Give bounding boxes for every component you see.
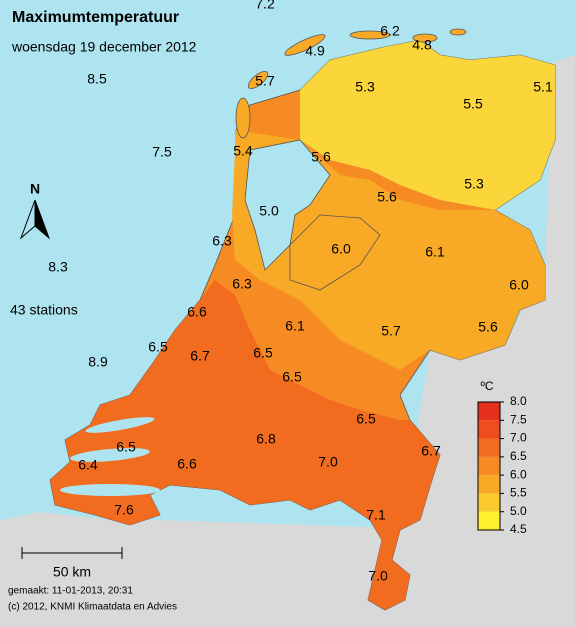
legend-swatch <box>478 456 500 476</box>
legend-label: 4.5 <box>510 522 527 536</box>
station-value: 6.6 <box>177 456 197 472</box>
station-value: 4.8 <box>412 37 432 53</box>
title: Maximumtemperatuur <box>12 9 179 26</box>
station-value: 6.5 <box>356 411 376 427</box>
station-value: 8.9 <box>88 354 108 370</box>
legend-label: 7.0 <box>510 431 527 445</box>
legend-label: 5.0 <box>510 504 527 518</box>
ijsselmeer <box>244 139 331 271</box>
station-value: 6.7 <box>421 443 441 459</box>
legend-label: 6.0 <box>510 467 527 481</box>
north-label: N <box>30 181 40 197</box>
station-value: 4.9 <box>305 43 325 59</box>
land-outside <box>0 55 575 627</box>
station-value: 6.5 <box>116 439 136 455</box>
station-value: 5.7 <box>255 73 275 89</box>
legend-frame <box>477 401 501 531</box>
station-value: 6.0 <box>331 241 351 257</box>
flevoland <box>289 214 381 291</box>
station-value: 7.0 <box>318 454 338 470</box>
subtitle: woensdag 19 december 2012 <box>11 39 197 55</box>
station-value: 6.1 <box>285 318 305 334</box>
copyright: (c) 2012, KNMI Klimaatdata en Advies <box>8 602 177 613</box>
north-arrow: N <box>19 181 51 240</box>
station-value: 6.6 <box>187 304 207 320</box>
legend-swatch <box>478 475 500 494</box>
station-value: 7.5 <box>152 144 172 160</box>
station-value: 5.6 <box>478 319 498 335</box>
made-date: gemaakt: 11-01-2013, 20:31 <box>8 586 133 597</box>
legend-label: 7.5 <box>510 412 527 426</box>
legend-label: 6.5 <box>510 449 527 463</box>
station-value: 6.8 <box>256 431 276 447</box>
legend-swatch <box>478 511 500 530</box>
station-value: 6.5 <box>253 345 273 361</box>
station-value: 5.6 <box>377 189 397 205</box>
station-value: 5.4 <box>233 143 253 159</box>
scale-bar: 50 km <box>21 547 123 580</box>
zone-warm <box>50 280 440 610</box>
stations: 7.2 6.2 4.9 4.8 8.5 5.7 5.3 5.5 5.1 7.5 5.4 5.6 5.6 5… <box>48 0 553 584</box>
scale-label: 50 km <box>53 564 91 580</box>
legend-swatch <box>478 493 500 512</box>
legend: 8.0 7.5 7.0 6.5 6.0 5.5 5.0 4.5 <box>477 394 527 536</box>
zeeland-waters <box>60 417 160 496</box>
wadden-islands <box>235 28 467 139</box>
station-value: 8.3 <box>48 259 68 275</box>
station-value: 6.2 <box>380 23 400 39</box>
station-value: 5.5 <box>463 96 483 112</box>
station-value: 5.0 <box>259 203 279 219</box>
legend-label: 8.0 <box>510 394 527 408</box>
station-value: 5.7 <box>381 323 401 339</box>
station-value: 7.1 <box>366 507 386 523</box>
station-value: 7.6 <box>114 502 134 518</box>
station-value: 6.3 <box>232 276 252 292</box>
station-value: 8.5 <box>87 71 107 87</box>
legend-unit: ºC <box>480 379 493 393</box>
station-value: 6.0 <box>509 277 529 293</box>
station-count: 43 stations <box>10 302 78 318</box>
legend-label: 5.5 <box>510 486 527 500</box>
station-value: 5.1 <box>533 79 553 95</box>
legend-swatch <box>478 438 500 457</box>
station-value: 6.1 <box>425 244 445 260</box>
station-value: 7.2 <box>255 0 275 12</box>
station-value: 7.0 <box>368 568 388 584</box>
station-value: 6.3 <box>212 233 232 249</box>
legend-swatch <box>478 402 500 421</box>
station-value: 6.7 <box>190 348 210 364</box>
station-value: 5.6 <box>311 149 331 165</box>
zone-cool <box>300 40 555 210</box>
station-value: 5.3 <box>464 176 484 192</box>
station-value: 6.4 <box>78 457 98 473</box>
legend-swatch <box>478 420 500 439</box>
station-value: 6.5 <box>148 339 168 355</box>
station-value: 6.5 <box>282 369 302 385</box>
station-value: 5.3 <box>355 79 375 95</box>
